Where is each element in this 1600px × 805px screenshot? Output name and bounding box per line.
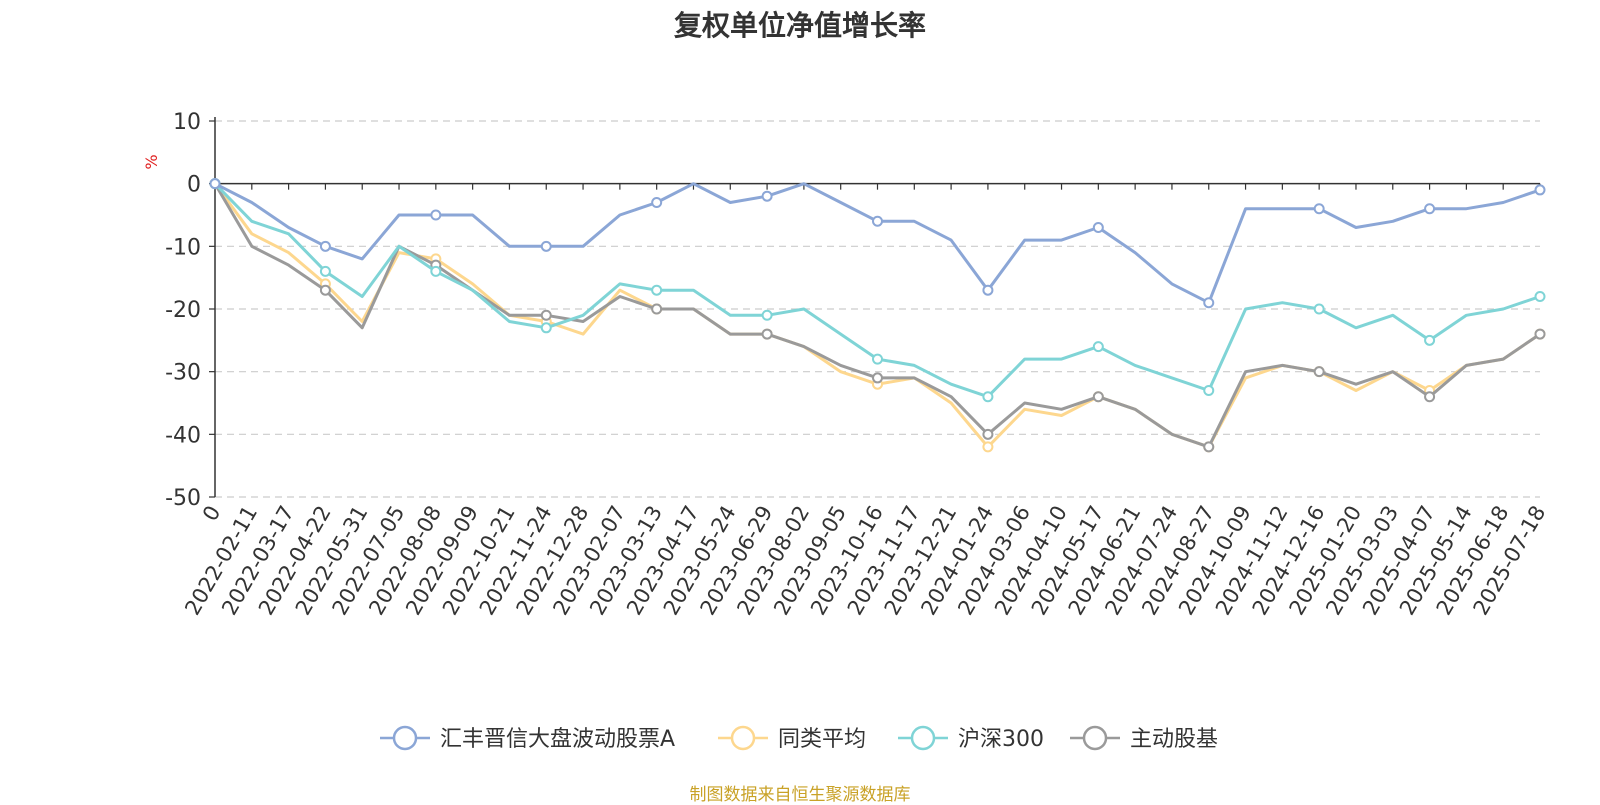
legend-label: 沪深300 (958, 727, 1044, 752)
series-point (540, 240, 552, 252)
source-note: 制图数据来自恒生聚源数据库 (689, 785, 911, 805)
series-point (1534, 328, 1546, 340)
series-point (761, 309, 773, 321)
chart-title: 复权单位净值增长率 (673, 9, 926, 42)
y-tick-label: -30 (165, 361, 201, 386)
series-point (651, 284, 663, 296)
series-point (1313, 303, 1325, 315)
legend-item: 同类平均 (718, 725, 866, 752)
series-point (761, 328, 773, 340)
legend-label: 汇丰晋信大盘波动股票A (440, 727, 675, 752)
series-point (319, 240, 331, 252)
series-line-0 (213, 182, 1542, 305)
series-point (1092, 341, 1104, 353)
series-point (1092, 222, 1104, 234)
series-point (319, 284, 331, 296)
series-point (540, 322, 552, 334)
legend-item: 沪深300 (898, 725, 1044, 752)
series-point (1203, 384, 1215, 396)
series-point (872, 215, 883, 227)
legend-marker (1082, 725, 1108, 751)
series-point (1534, 290, 1546, 302)
series-point (651, 303, 663, 315)
x-tick-label: 0 (198, 502, 225, 526)
legend-item: 汇丰晋信大盘波动股票A (380, 725, 675, 752)
series-point (1424, 334, 1436, 346)
series-point (319, 265, 331, 277)
y-tick-label: 0 (187, 173, 201, 198)
series-point (1313, 366, 1325, 378)
legend-label: 主动股基 (1130, 727, 1218, 752)
series-point (1424, 203, 1436, 215)
y-axis-label: % (142, 154, 161, 169)
y-tick-label: -20 (165, 298, 201, 323)
series-point (1424, 391, 1436, 403)
y-tick-label: 10 (173, 110, 201, 135)
series-point (761, 190, 773, 202)
y-tick-label: -40 (165, 423, 201, 448)
series-point (430, 265, 442, 277)
legend-marker (910, 725, 936, 751)
series-point (1534, 184, 1546, 196)
series-point (430, 209, 442, 221)
y-tick-label: -50 (165, 486, 201, 511)
y-tick-label: -10 (165, 235, 201, 260)
series-point (872, 372, 883, 384)
series-point (1203, 441, 1215, 453)
legend-marker (392, 725, 418, 751)
series-point (1092, 391, 1104, 403)
legend-marker (730, 725, 756, 751)
series-point (982, 391, 994, 403)
series-point (1203, 297, 1215, 309)
series-point (1313, 203, 1325, 215)
series-point (540, 309, 552, 321)
legend-label: 同类平均 (778, 727, 866, 752)
series-point (982, 284, 994, 296)
series-point (982, 441, 994, 453)
series-point (872, 353, 883, 365)
series-point (982, 428, 994, 440)
legend-item: 主动股基 (1070, 725, 1218, 752)
series-point (651, 196, 663, 208)
series-point (209, 178, 221, 190)
